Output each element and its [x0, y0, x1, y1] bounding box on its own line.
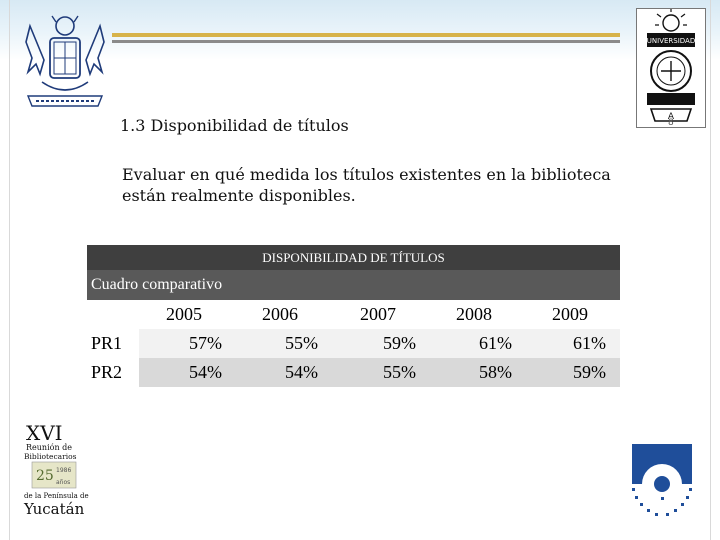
table-subtitle: Cuadro comparativo [87, 270, 620, 300]
svg-text:UNIVERSIDAD: UNIVERSIDAD [647, 37, 695, 45]
page-number: 8 [668, 118, 674, 128]
left-margin-line [9, 0, 10, 540]
header-rule-gray [112, 40, 620, 43]
table-title: DISPONIBILIDAD DE TÍTULOS [87, 245, 620, 270]
year-header: 2006 [262, 304, 298, 324]
svg-text:XVI: XVI [26, 422, 63, 445]
svg-text:Yucatán: Yucatán [23, 500, 85, 516]
year-header: 2005 [166, 304, 202, 324]
table-cell: 58% [479, 362, 512, 382]
table-cell: 61% [479, 333, 512, 353]
table-cell: 59% [383, 333, 416, 353]
university-seal-logo: UNIVERSIDAD A [636, 8, 706, 128]
table-cell: 57% [189, 333, 222, 353]
svg-text:Bibliotecarios: Bibliotecarios [24, 452, 77, 461]
year-header: 2007 [360, 304, 396, 324]
circle-dots-logo [632, 444, 692, 516]
row-label: PR2 [87, 358, 139, 387]
table-cell: 55% [285, 333, 318, 353]
table-row: PR1 57% 55% 59% 61% 61% [87, 329, 620, 358]
section-title: 1.3 Disponibilidad de títulos [120, 116, 349, 135]
year-header: 2008 [456, 304, 492, 324]
table-cell: 61% [573, 333, 606, 353]
svg-text:Reunión de: Reunión de [26, 443, 72, 452]
table-cell: 55% [383, 362, 416, 382]
table-cell: 54% [285, 362, 318, 382]
coat-of-arms-logo [25, 15, 105, 107]
svg-text:1986: 1986 [56, 467, 71, 474]
availability-table: DISPONIBILIDAD DE TÍTULOS Cuadro compara… [87, 245, 620, 387]
header-rule-gold [112, 33, 620, 37]
svg-text:años: años [56, 479, 70, 486]
svg-text:A: A [668, 112, 675, 122]
year-header: 2009 [552, 304, 588, 324]
row-label: PR1 [87, 329, 139, 358]
reunion-bibliotecarios-logo: XVI Reunión de Bibliotecarios 25 1986 añ… [22, 422, 90, 516]
section-paragraph: Evaluar en qué medida los títulos existe… [122, 165, 611, 205]
table-cell: 54% [189, 362, 222, 382]
header-band [0, 0, 720, 60]
table-row: PR2 54% 54% 55% 58% 59% [87, 358, 620, 387]
right-margin-line [710, 0, 711, 540]
table-cell: 59% [573, 362, 606, 382]
table-years-row: 2005 2006 2007 2008 2009 [87, 300, 620, 329]
svg-text:25: 25 [36, 468, 54, 484]
svg-text:de la Península de: de la Península de [24, 492, 89, 500]
